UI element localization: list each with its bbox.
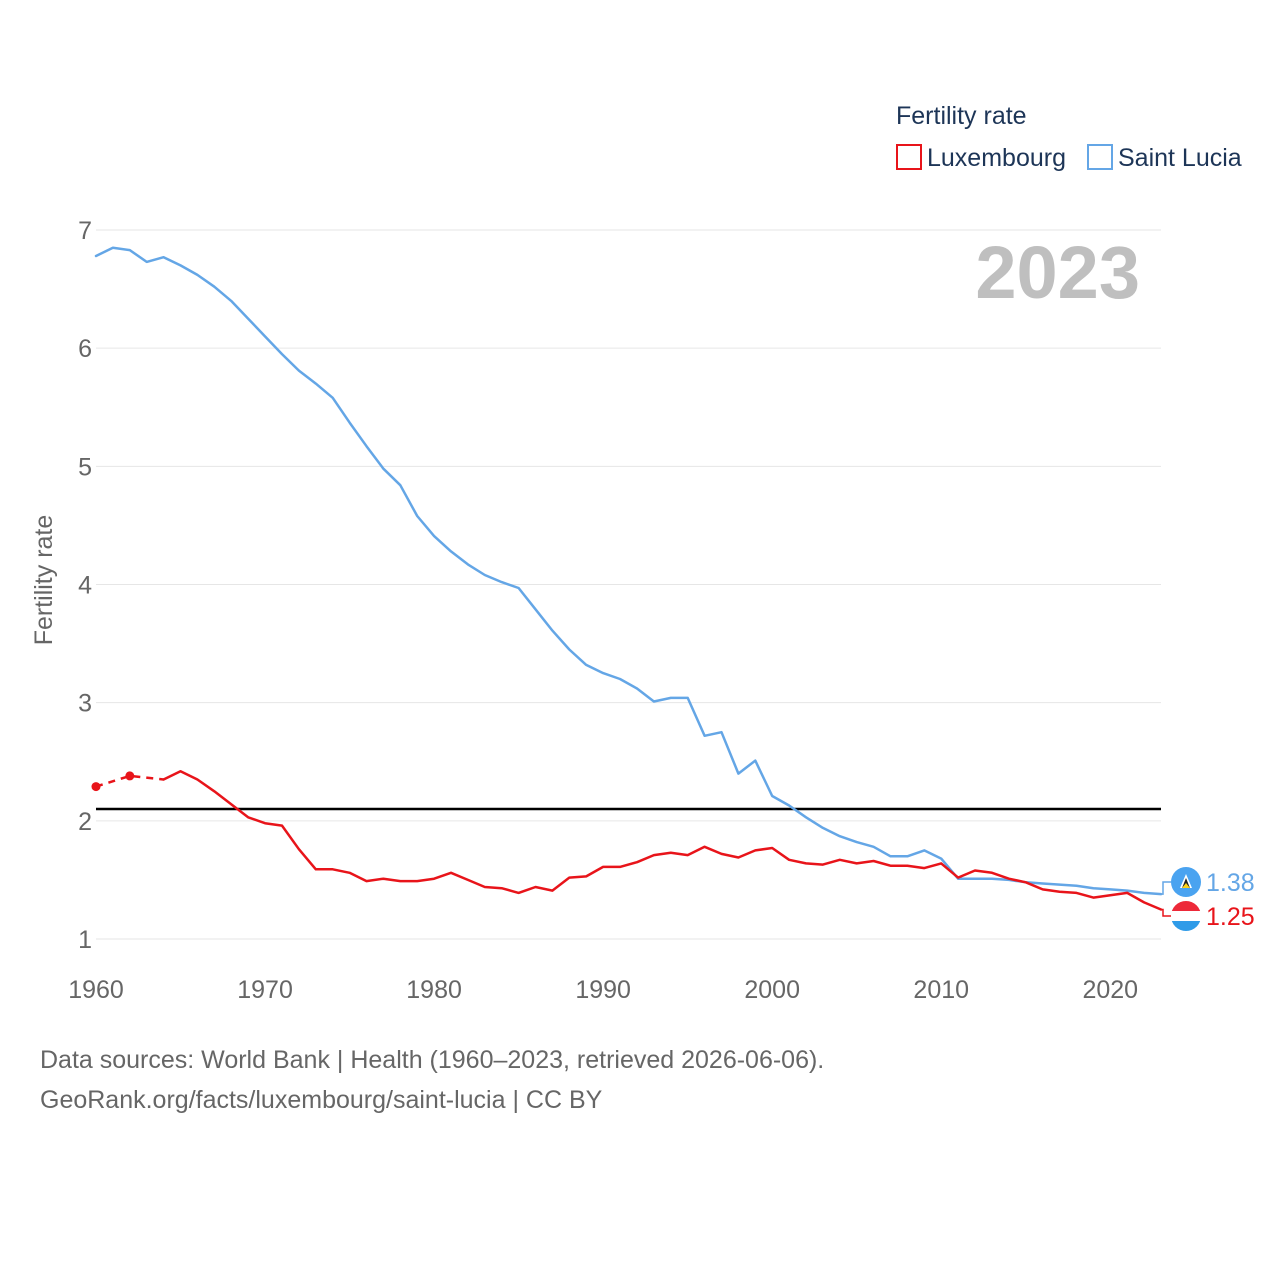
legend-title: Fertility rate [896,102,1027,130]
y-tick-label-2: 2 [78,808,92,836]
x-tick-label-2000: 2000 [744,976,800,1004]
legend-label-luxembourg: Luxembourg [927,144,1066,172]
x-axis-ticks: 1960 1970 1980 1990 2000 2010 2020 [68,976,1138,1004]
end-connector-luxembourg [1161,908,1171,917]
x-tick-label-1980: 1980 [406,976,462,1004]
y-tick-label-1: 1 [78,926,92,954]
legend-item-saint-lucia[interactable]: Saint Lucia [1087,144,1242,172]
x-tick-label-2020: 2020 [1082,976,1138,1004]
x-tick-label-1990: 1990 [575,976,631,1004]
x-tick-label-2010: 2010 [913,976,969,1004]
y-tick-label-4: 4 [78,572,92,600]
fertility-rate-chart: 1 2 3 4 5 6 7 1960 1970 1980 1990 2000 2010 2020 Fer… [30,102,1255,1004]
y-axis-ticks: 1 2 3 4 5 6 7 [78,217,92,954]
legend-swatch-saint-lucia [1087,144,1113,170]
legend-swatch-luxembourg [896,144,922,170]
end-value-label-luxembourg: 1.25 [1206,903,1255,931]
series-line-saint-lucia [94,246,1163,896]
grid-lines [96,229,1161,940]
y-axis-label: Fertility rate [30,515,58,646]
luxembourg-flag-icon [1171,901,1201,931]
series-line-luxembourg-estimated [95,774,164,788]
end-connector-saint-lucia [1161,881,1171,895]
series-line-luxembourg [162,769,1163,911]
end-markers: 1.38 1.25 [1161,867,1255,931]
x-tick-label-1960: 1960 [68,976,124,1004]
footer: Data sources: World Bank | Health (1960–… [40,1040,824,1120]
y-tick-label-6: 6 [78,335,92,363]
end-value-label-saint-lucia: 1.38 [1206,869,1255,897]
y-tick-label-3: 3 [78,690,92,718]
legend: Fertility rate Luxembourg Saint Lucia [896,102,1242,172]
y-tick-label-7: 7 [78,217,92,245]
y-tick-label-5: 5 [78,453,92,481]
legend-label-saint-lucia: Saint Lucia [1118,144,1242,172]
year-watermark: 2023 [975,231,1140,314]
data-source-text: Data sources: World Bank | Health (1960–… [40,1046,825,1074]
data-point-luxembourg-1962 [125,771,135,781]
series-lines [91,246,1163,911]
attribution-link[interactable]: GeoRank.org/facts/luxembourg/saint-lucia… [40,1086,603,1114]
legend-item-luxembourg[interactable]: Luxembourg [896,144,1066,172]
saint-lucia-flag-icon [1171,867,1201,897]
data-point-luxembourg-1960 [91,782,101,792]
x-tick-label-1970: 1970 [237,976,293,1004]
